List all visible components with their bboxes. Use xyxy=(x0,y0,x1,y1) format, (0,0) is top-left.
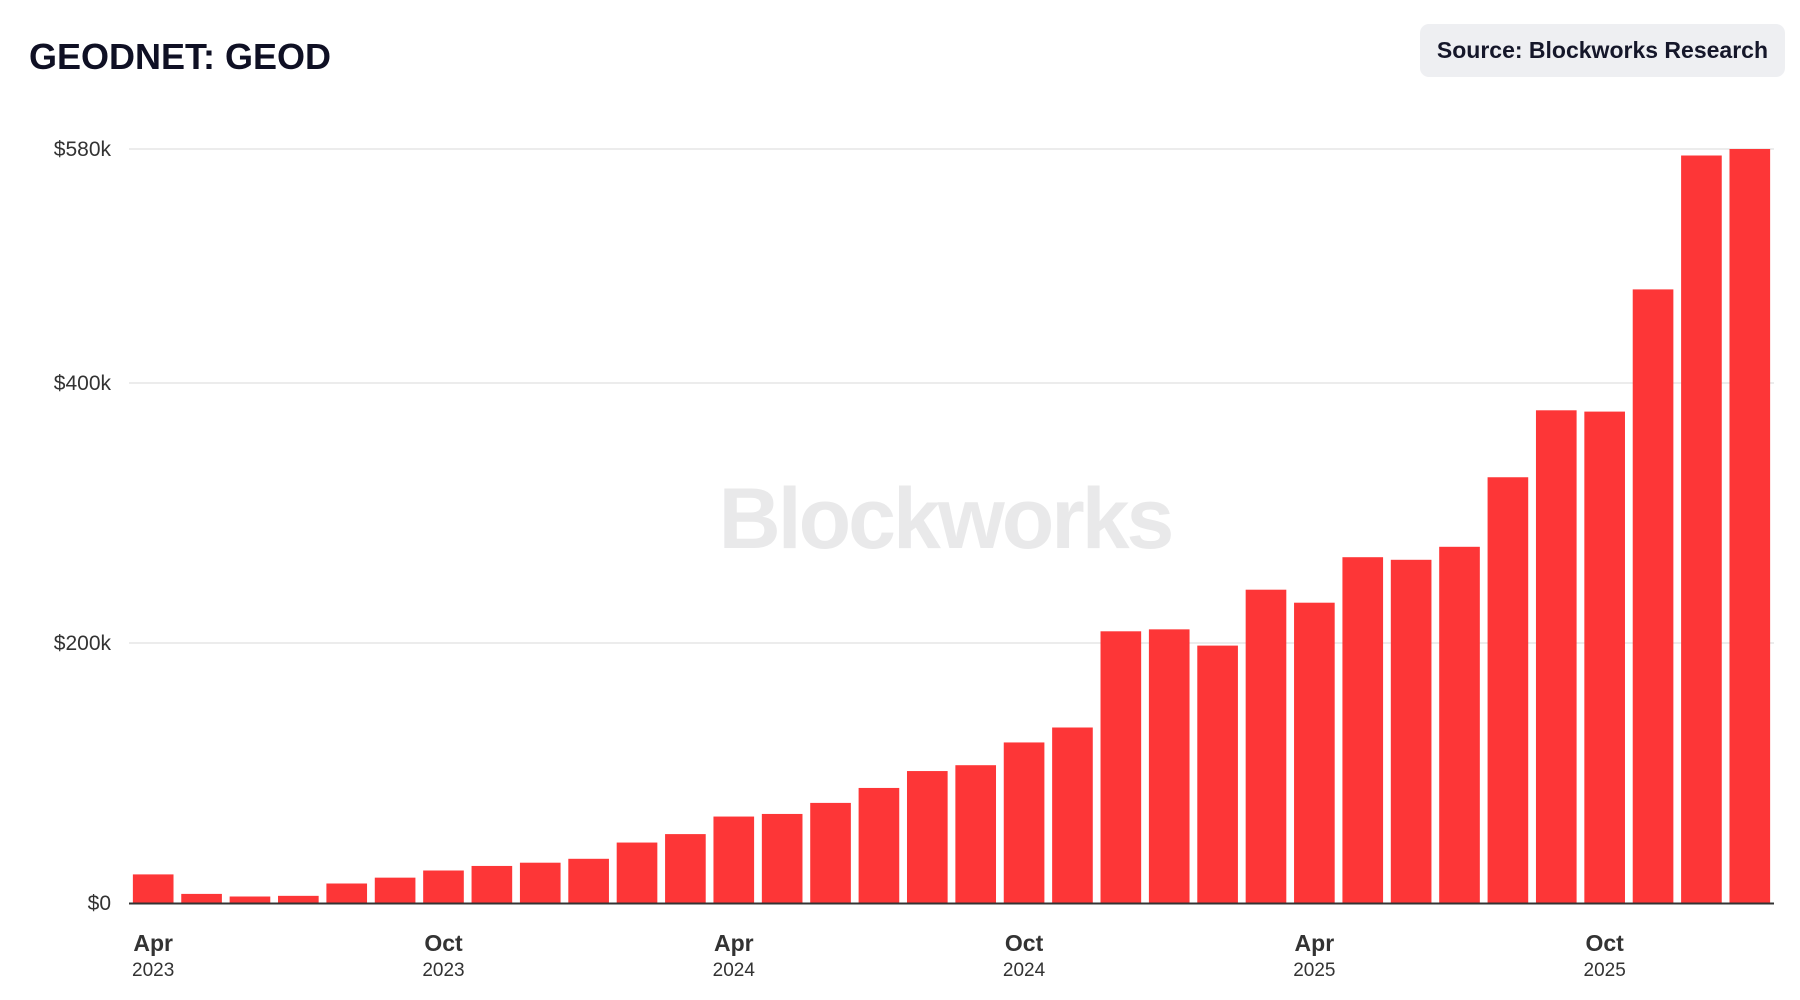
bar xyxy=(1148,629,1190,903)
x-tick-year-label: 2023 xyxy=(132,960,174,981)
bar xyxy=(132,874,174,903)
bar xyxy=(665,834,706,903)
bar xyxy=(1681,155,1722,903)
bar xyxy=(616,842,658,903)
bar xyxy=(1632,289,1674,903)
bar xyxy=(471,865,513,903)
y-tick-label: $580k xyxy=(54,138,112,161)
bar xyxy=(374,877,416,903)
bar xyxy=(761,813,803,903)
bar xyxy=(713,816,755,903)
x-tick-month-label: Apr xyxy=(1295,930,1335,956)
bar xyxy=(1439,546,1480,903)
bar xyxy=(955,765,997,903)
bar xyxy=(810,802,851,903)
bar xyxy=(423,870,464,903)
bar xyxy=(1100,631,1142,903)
bar xyxy=(1342,557,1384,903)
bar xyxy=(278,895,319,903)
source-badge: Source: Blockworks Research xyxy=(1419,24,1785,77)
bar xyxy=(229,896,271,903)
x-tick-month-label: Apr xyxy=(133,930,173,956)
bar xyxy=(1729,149,1771,903)
bar xyxy=(1584,411,1625,903)
bar xyxy=(181,893,222,903)
y-axis-ticks: $0 $200k $400k $580k xyxy=(54,138,112,915)
bar xyxy=(1052,727,1093,903)
x-tick-month-label: Oct xyxy=(1585,930,1624,956)
bars xyxy=(132,149,1771,903)
x-tick-year-label: 2025 xyxy=(1293,960,1335,981)
y-tick-label: $200k xyxy=(54,632,112,655)
bar xyxy=(1245,589,1287,903)
chart-title: GEODNET: GEOD xyxy=(29,36,332,77)
x-tick-month-label: Apr xyxy=(714,930,754,956)
bar xyxy=(906,771,948,903)
bar xyxy=(568,858,609,903)
bar xyxy=(519,862,561,903)
bar xyxy=(1197,645,1238,903)
bar xyxy=(326,883,368,903)
x-tick-year-label: 2025 xyxy=(1584,960,1626,981)
x-tick-year-label: 2024 xyxy=(1003,960,1046,981)
bar xyxy=(1003,742,1045,903)
x-tick-year-label: 2023 xyxy=(422,960,464,981)
y-tick-label: $400k xyxy=(54,372,112,395)
bar xyxy=(1535,410,1577,903)
bar xyxy=(1294,602,1335,903)
y-tick-label: $0 xyxy=(88,892,111,915)
x-tick-month-label: Oct xyxy=(1005,930,1044,956)
x-tick-month-label: Oct xyxy=(424,930,463,956)
bar xyxy=(1390,559,1432,903)
x-axis-ticks: Apr 2023 Oct 2023 Apr 2024 Oct 2024 Apr 2025 Oct 20… xyxy=(132,930,1626,981)
watermark-text: Blockworks xyxy=(719,471,1172,567)
x-tick-year-label: 2024 xyxy=(713,960,756,981)
bar xyxy=(858,787,900,903)
bar xyxy=(1487,477,1529,903)
